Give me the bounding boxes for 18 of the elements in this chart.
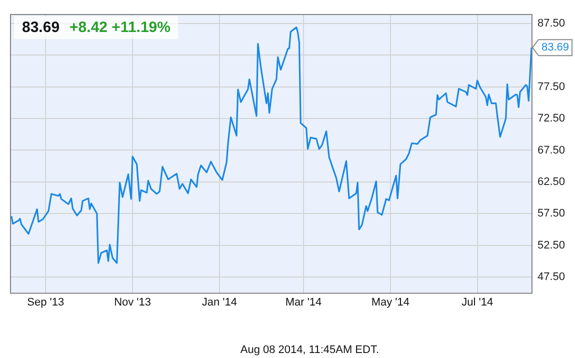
- y-tick-label: 67.50: [537, 144, 566, 156]
- x-tick-label: Sep '13: [27, 296, 64, 308]
- y-tick-label: 87.50: [537, 18, 566, 30]
- y-tick-label: 77.50: [537, 80, 566, 93]
- y-tick-label: 62.50: [537, 176, 566, 188]
- x-tick-label: Nov '13: [114, 296, 152, 308]
- x-tick-label: Jul '14: [462, 296, 494, 308]
- chart-title: 83.69: [22, 19, 60, 36]
- x-tick-label: May '14: [371, 296, 410, 308]
- y-tick-label: 52.50: [537, 239, 566, 252]
- chart-subtitle: +8.42 +11.19%: [70, 19, 170, 36]
- text: Aug 08 2014, 11:45AM EDT.: [240, 344, 379, 356]
- y-tick-label: 47.50: [537, 270, 566, 283]
- x-tick-label: Jan '14: [202, 296, 238, 308]
- annotation: 83.69: [541, 42, 570, 54]
- y-tick-label: 72.50: [537, 112, 566, 125]
- y-tick-label: 57.50: [537, 208, 566, 220]
- x-tick-label: Mar '14: [285, 296, 322, 308]
